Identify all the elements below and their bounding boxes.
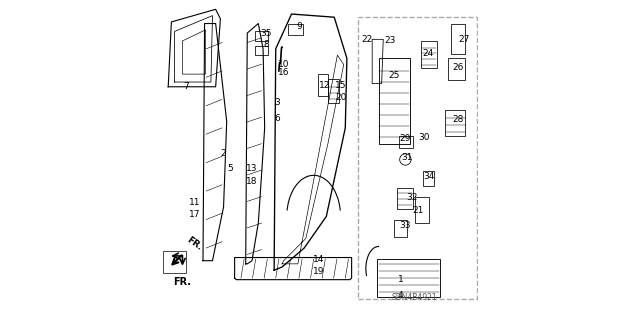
Text: 33: 33	[399, 221, 411, 230]
Text: 19: 19	[313, 267, 324, 276]
Text: 18: 18	[246, 177, 258, 186]
Text: 3: 3	[275, 98, 280, 107]
Text: 31: 31	[401, 153, 413, 162]
Text: 20: 20	[335, 93, 346, 102]
Text: 30: 30	[419, 133, 430, 142]
Text: 22: 22	[362, 35, 373, 44]
Text: 7: 7	[183, 82, 189, 91]
Text: 34: 34	[424, 172, 435, 182]
Text: 23: 23	[384, 36, 396, 45]
Text: 28: 28	[452, 115, 463, 124]
Text: 4: 4	[398, 291, 403, 300]
Text: 10: 10	[278, 60, 289, 69]
Text: 29: 29	[400, 134, 411, 144]
Text: 15: 15	[335, 81, 346, 90]
Text: 2: 2	[221, 149, 227, 158]
Text: 8: 8	[264, 40, 269, 48]
Text: 27: 27	[458, 35, 470, 44]
Text: 6: 6	[275, 114, 280, 123]
Text: SDN4B4921: SDN4B4921	[392, 293, 437, 302]
Text: FR.: FR.	[173, 277, 191, 286]
Text: 25: 25	[388, 71, 400, 80]
Text: 12: 12	[319, 81, 330, 90]
Text: 5: 5	[227, 165, 233, 174]
Text: FR.: FR.	[185, 235, 204, 252]
Polygon shape	[163, 251, 186, 273]
Text: 17: 17	[189, 210, 201, 219]
Text: 11: 11	[189, 198, 201, 207]
Text: 13: 13	[246, 165, 258, 174]
Text: 1: 1	[398, 275, 403, 284]
Text: 14: 14	[313, 255, 324, 263]
Text: 16: 16	[278, 68, 289, 77]
Bar	[358, 17, 477, 299]
Text: 9: 9	[296, 22, 302, 31]
Text: 32: 32	[406, 193, 417, 202]
Text: 24: 24	[422, 49, 433, 58]
Text: 35: 35	[260, 28, 272, 38]
Text: 21: 21	[412, 206, 424, 215]
Text: 26: 26	[452, 63, 463, 72]
